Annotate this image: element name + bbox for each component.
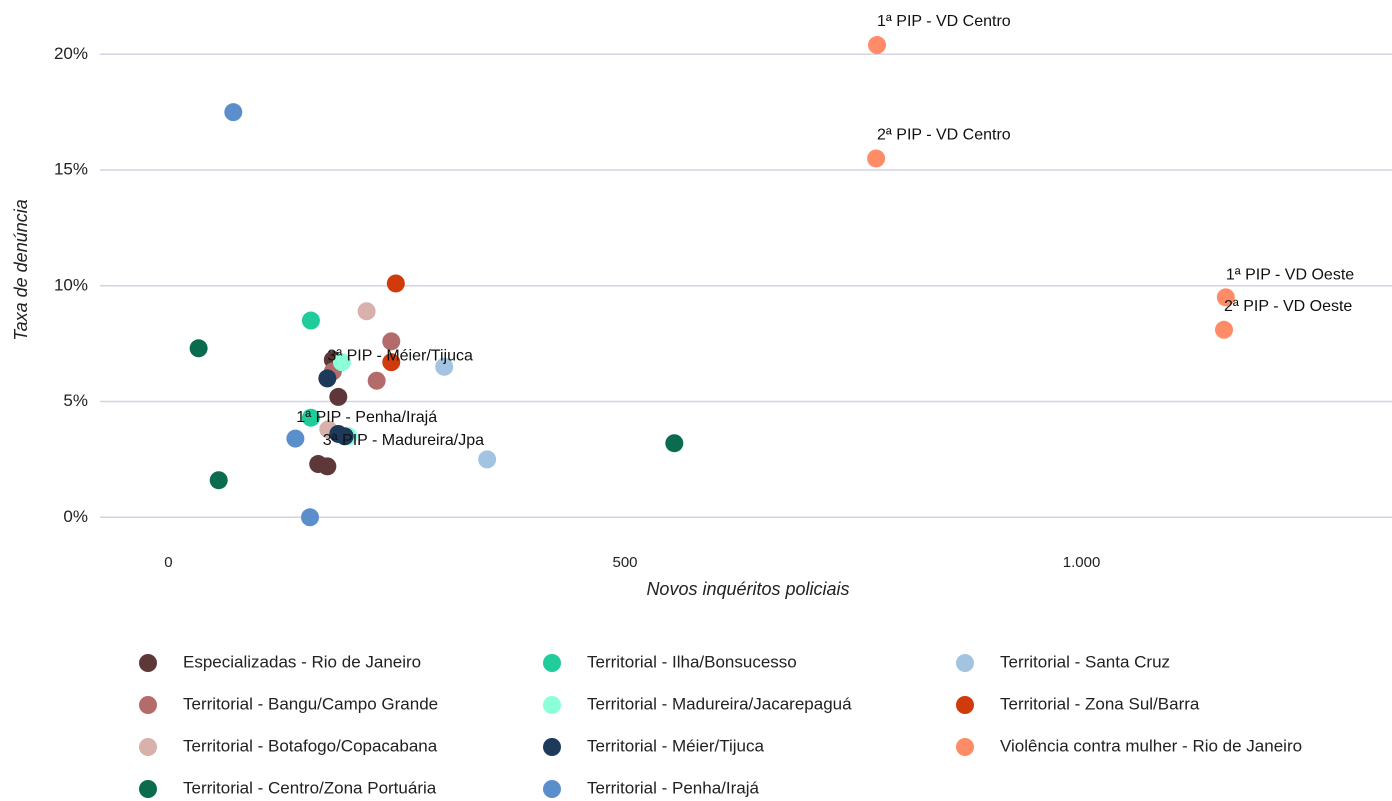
legend-label: Territorial - Santa Cruz [1000,652,1170,671]
annotation: 2ª PIP - VD Oeste [1224,298,1352,315]
annotation: 1ª PIP - VD Oeste [1226,267,1354,284]
point [329,387,348,406]
point [318,369,337,388]
point [665,434,684,453]
x-tick-label: 0 [164,554,172,571]
point [478,450,497,469]
point [301,311,320,330]
legend-marker [139,696,157,714]
point [335,427,354,446]
legend-label: Territorial - Zona Sul/Barra [1000,694,1200,713]
point [224,103,243,122]
legend-label: Territorial - Botafogo/Copacabana [183,736,438,755]
legend-marker [956,738,974,756]
point [868,36,887,55]
legend-label: Territorial - Madureira/Jacarepaguá [587,694,852,713]
annotation: 3ª PIP - Madureira/Jpa [323,432,484,449]
point [1214,320,1233,339]
legend-label: Territorial - Penha/Irajá [587,778,760,797]
legend-label: Violência contra mulher - Rio de Janeiro [1000,736,1302,755]
y-tick-label: 20% [54,44,88,63]
legend-marker [956,696,974,714]
x-tick-label: 1.000 [1063,554,1101,571]
legend-marker [543,780,561,798]
point [209,471,228,490]
y-tick-label: 15% [54,160,88,179]
legend-marker [139,780,157,798]
legend-label: Territorial - Bangu/Campo Grande [183,694,438,713]
y-tick-label: 5% [63,391,88,410]
legend-marker [139,738,157,756]
y-tick-label: 0% [63,507,88,526]
legend-label: Territorial - Méier/Tijuca [587,736,765,755]
point [382,353,401,372]
x-axis-title: Novos inquéritos policiais [646,579,849,599]
legend-marker [543,654,561,672]
legend-marker [139,654,157,672]
point [286,429,305,448]
legend-marker [543,738,561,756]
legend-marker [543,696,561,714]
annotation: 2ª PIP - VD Centro [877,127,1011,144]
annotation: 1ª PIP - Penha/Irajá [296,409,437,426]
point [357,302,376,321]
x-tick-label: 500 [613,554,638,571]
point [1216,288,1235,307]
legend-marker [956,654,974,672]
point [386,274,405,293]
point [435,357,454,376]
annotation: 3ª PIP - Méier/Tijuca [327,348,473,365]
y-axis-title: Taxa de denúncia [11,199,31,340]
y-tick-label: 10% [54,275,88,294]
legend-label: Especializadas - Rio de Janeiro [183,652,421,671]
point [301,508,320,527]
annotation: 1ª PIP - VD Centro [877,13,1011,30]
point [301,408,320,427]
point [382,332,401,351]
point [332,353,351,372]
point [867,149,886,168]
point [318,457,337,476]
legend-label: Territorial - Centro/Zona Portuária [183,778,437,797]
point [367,371,386,390]
legend-label: Territorial - Ilha/Bonsucesso [587,652,797,671]
point [189,339,208,358]
